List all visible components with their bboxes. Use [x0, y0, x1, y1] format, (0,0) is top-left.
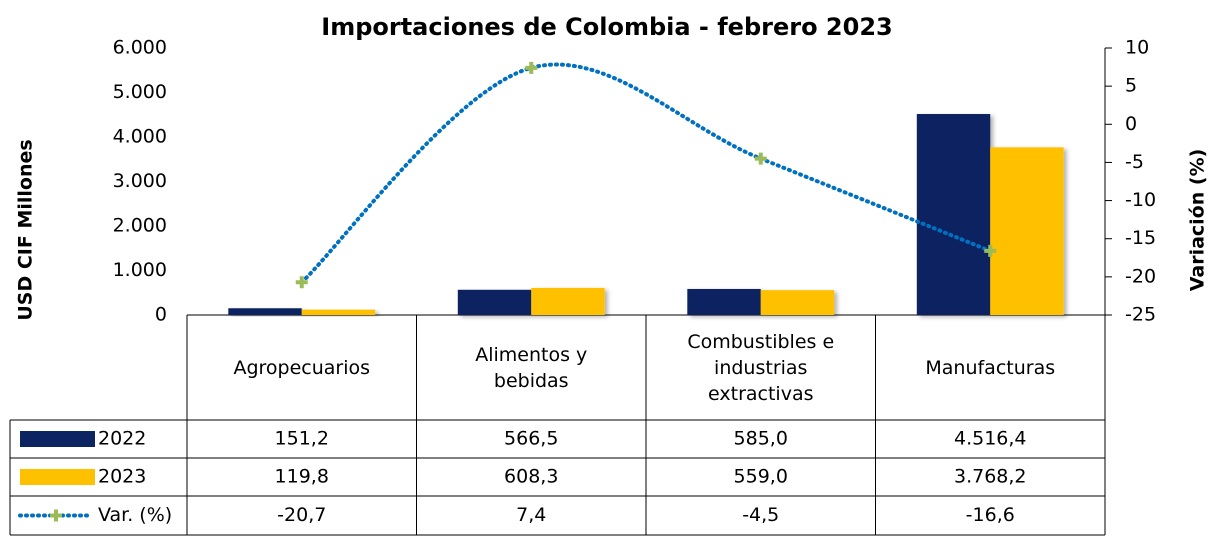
- y2-tick-label: -15: [1125, 227, 1156, 249]
- y2-tick-label: -20: [1125, 265, 1156, 287]
- y-axis-label: USD CIF Millones: [15, 139, 37, 320]
- y2-tick-label: 0: [1125, 113, 1137, 135]
- bar: [687, 288, 761, 315]
- category-label: Agropecuarios: [233, 356, 371, 379]
- legend-label: Var. (%): [98, 504, 172, 526]
- bar: [760, 290, 835, 315]
- bar: [457, 289, 532, 315]
- category-label: Alimentos y bebidas: [475, 343, 588, 392]
- category-label: Manufacturas: [925, 356, 1056, 379]
- legend-swatch: [20, 469, 95, 485]
- y-tick-label: 3.000: [113, 170, 167, 192]
- marker: [525, 61, 538, 74]
- legend-label: 2022: [98, 428, 146, 450]
- marker: [754, 152, 767, 165]
- legend-label: 2023: [98, 466, 146, 488]
- table-value: 566,5: [504, 428, 558, 450]
- category-label: Combustibles e industrias extractivas: [687, 330, 835, 405]
- y2-tick-label: -10: [1125, 189, 1156, 211]
- bar: [531, 287, 605, 315]
- y-tick-label: 4.000: [113, 126, 167, 148]
- table-value: 119,8: [275, 466, 329, 488]
- y-tick-label: 0: [155, 304, 167, 326]
- y2-tick-label: 10: [1125, 37, 1149, 59]
- table-value: -20,7: [277, 504, 326, 526]
- y-tick-label: 5.000: [113, 81, 167, 103]
- bar: [301, 309, 376, 315]
- legend-swatch: [20, 431, 95, 447]
- table-value: 608,3: [504, 466, 558, 488]
- y-tick-label: 2.000: [113, 215, 167, 237]
- legend-marker: [50, 509, 62, 522]
- y2-tick-label: 5: [1125, 75, 1137, 97]
- line: [299, 62, 993, 285]
- table-value: 4.516,4: [954, 428, 1027, 450]
- table-value: -16,6: [966, 504, 1015, 526]
- bar: [990, 147, 1064, 315]
- y2-tick-label: -5: [1125, 151, 1144, 173]
- bar: [916, 114, 991, 315]
- bar: [228, 308, 302, 315]
- y-tick-label: 6.000: [113, 37, 167, 59]
- y2-axis-label: Variación (%): [1187, 149, 1209, 292]
- table-value: 151,2: [275, 428, 329, 450]
- marker: [295, 276, 308, 289]
- marker: [984, 244, 997, 257]
- table-value: 559,0: [734, 466, 788, 488]
- table-value: 585,0: [734, 428, 788, 450]
- chart-title: Importaciones de Colombia - febrero 2023: [321, 13, 892, 41]
- table-value: 7,4: [516, 504, 546, 526]
- table-value: 3.768,2: [954, 466, 1027, 488]
- y2-tick-label: -25: [1125, 304, 1156, 326]
- y-tick-label: 1.000: [113, 259, 167, 281]
- table-value: -4,5: [742, 504, 779, 526]
